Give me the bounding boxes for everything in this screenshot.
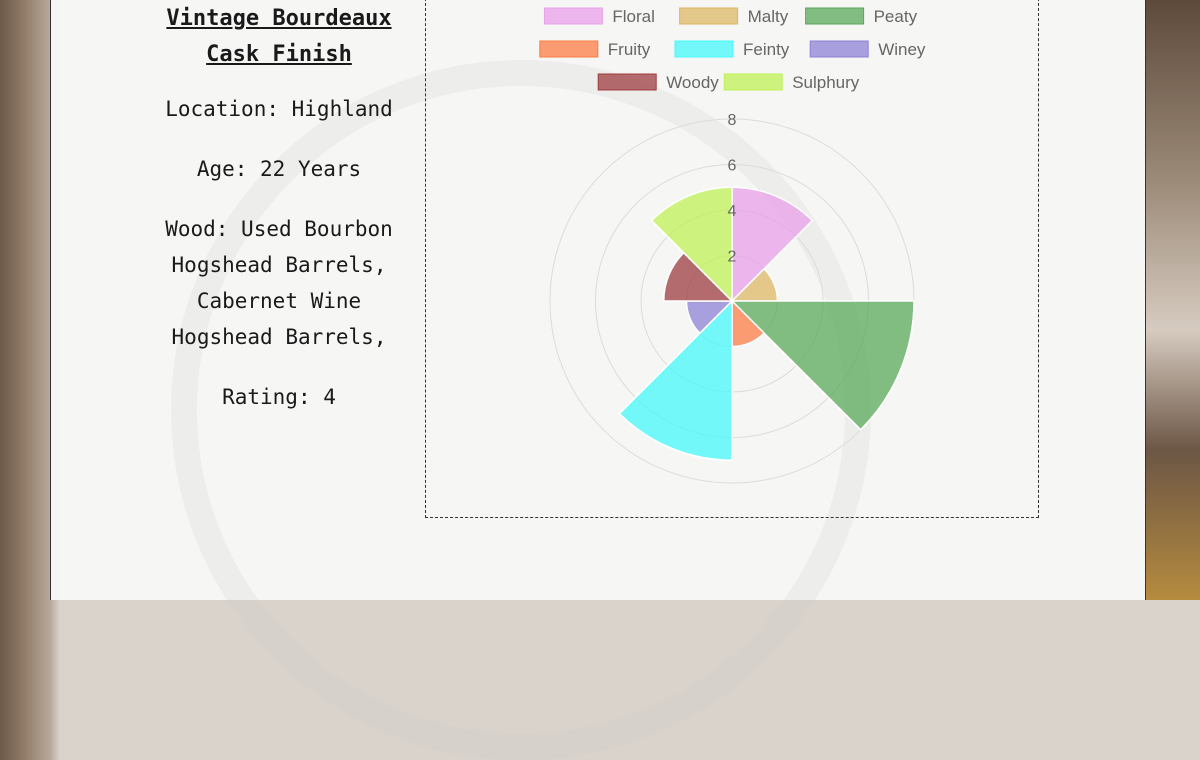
legend-label-malty: Malty (748, 7, 789, 26)
segment-floral (731, 186, 814, 303)
whisky-name: Vintage Bourdeaux Cask Finish (166, 6, 392, 67)
legend-label-feinty: Feinty (743, 40, 790, 59)
legend-swatch-malty (679, 7, 739, 25)
flavor-chart-container: Floral Malty Peaty Fruity Feinty Winey Woody Su… (425, 0, 1039, 518)
legend-swatch-winey (809, 40, 869, 58)
tick-label-8: 8 (728, 112, 737, 129)
flavor-polar-area-chart: Floral Malty Peaty Fruity Feinty Winey Woody Su… (539, 7, 926, 484)
legend-swatch-fruity (539, 40, 599, 58)
legend-label-peaty: Peaty (874, 7, 918, 26)
whisky-age: Age: 22 Years (196, 157, 362, 181)
legend-label-winey: Winey (878, 40, 926, 59)
segment-feinty (618, 299, 733, 462)
background-photo-right (1146, 0, 1200, 600)
segment-peaty (730, 300, 915, 431)
tick-label-4: 4 (728, 203, 737, 220)
legend-label-floral: Floral (612, 7, 655, 26)
tick-label-2: 2 (728, 249, 737, 266)
content-panel: Vintage Bourdeaux Cask Finish Location: … (50, 0, 1146, 760)
legend-swatch-sulphury (723, 73, 783, 91)
legend-swatch-floral (543, 7, 603, 25)
whisky-info: Vintage Bourdeaux Cask Finish Location: … (161, 0, 397, 439)
legend-label-woody: Woody (666, 73, 719, 92)
whisky-wood: Wood: Used Bourbon Hogshead Barrels, Cab… (165, 217, 393, 349)
segment-sulphury (650, 186, 733, 303)
legend-label-fruity: Fruity (608, 40, 651, 59)
legend-swatch-woody (597, 73, 657, 91)
legend-label-sulphury: Sulphury (792, 73, 860, 92)
whisky-location: Location: Highland (165, 97, 393, 121)
whisky-rating: Rating: 4 (222, 385, 336, 409)
legend-swatch-feinty (674, 40, 734, 58)
tick-label-6: 6 (728, 158, 737, 175)
legend-swatch-peaty (805, 7, 865, 25)
